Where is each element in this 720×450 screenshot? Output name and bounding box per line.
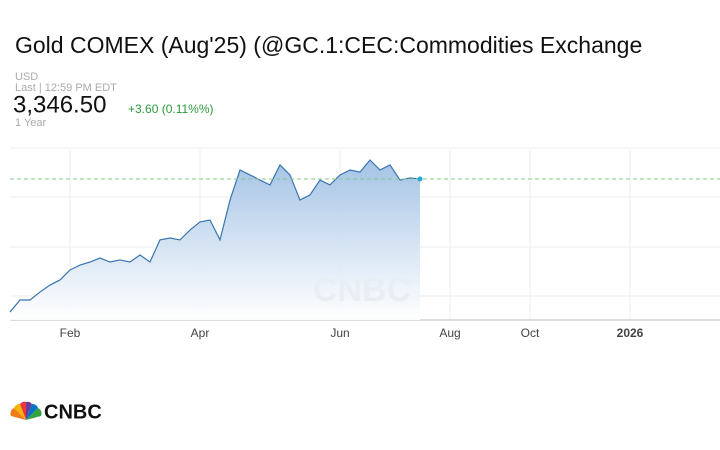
- x-tick-label: Feb: [60, 326, 81, 340]
- logo-feather: [26, 401, 32, 420]
- logo-feather: [14, 403, 26, 420]
- price-line: [9, 159, 421, 313]
- x-tick-label: Oct: [521, 326, 540, 340]
- x-tick-label: Aug: [439, 326, 460, 340]
- logo-feather: [10, 408, 26, 420]
- x-tick-label: Jun: [330, 326, 349, 340]
- logo-text: CNBC: [44, 401, 102, 423]
- area: [10, 160, 420, 320]
- last-time: Last | 12:59 PM EDT: [15, 82, 117, 94]
- change: +3.60 (0.11%%): [128, 102, 214, 116]
- range: 1 Year: [15, 117, 47, 129]
- logo-feather: [26, 408, 42, 420]
- watermark: CNBC: [313, 271, 411, 309]
- price: 3,346.50: [13, 91, 106, 118]
- last-point: [417, 176, 423, 182]
- cnbc-logo: CNBC: [10, 401, 102, 423]
- logo-feather: [26, 403, 38, 420]
- x-tick-label: Apr: [191, 326, 210, 340]
- currency: USD: [15, 71, 38, 83]
- title: Gold COMEX (Aug'25) (@GC.1:CEC:Commoditi…: [15, 32, 642, 58]
- x-tick-label: 2026: [617, 326, 644, 340]
- plot: Feb Apr Jun Aug Oct 2026: [9, 150, 720, 340]
- logo-feather: [20, 401, 26, 420]
